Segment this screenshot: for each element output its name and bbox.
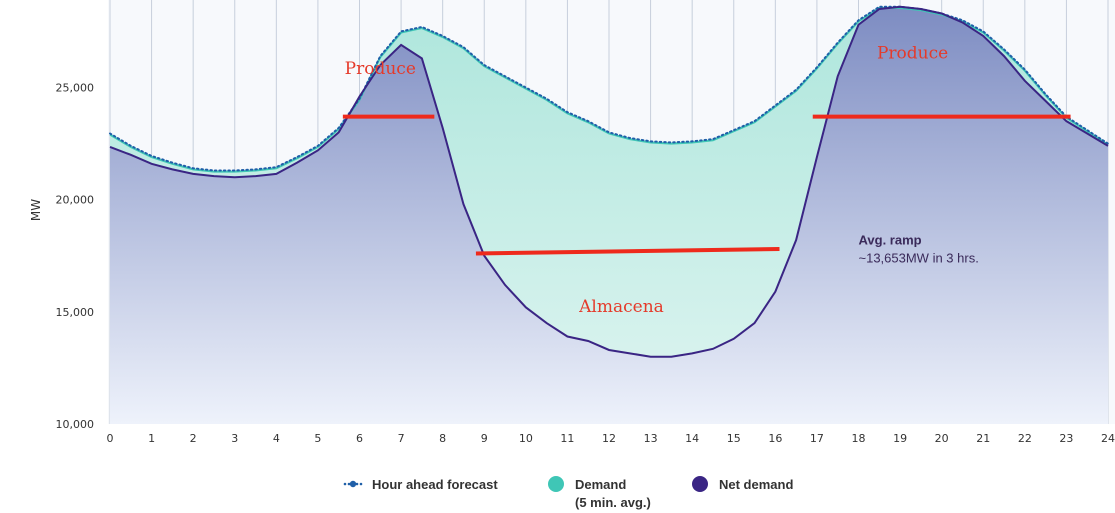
x-tick-label: 20	[935, 432, 949, 445]
net-demand-area	[110, 6, 1108, 425]
annotation-text: Produce	[877, 43, 948, 63]
x-tick-label: 1	[148, 432, 155, 445]
x-tick-label: 11	[560, 432, 574, 445]
legend-label: Demand	[575, 477, 626, 492]
x-tick-label: 6	[356, 432, 363, 445]
legend-swatch-net-demand	[692, 476, 708, 492]
x-tick-label: 2	[190, 432, 197, 445]
legend-sublabel: (5 min. avg.)	[575, 495, 651, 510]
x-tick-label: 4	[273, 432, 280, 445]
legend-label: Hour ahead forecast	[372, 477, 498, 492]
legend-label: Net demand	[719, 477, 793, 492]
annotations: Produce Produce Almacena Avg. ramp ~13,653MW…	[345, 43, 979, 316]
series-areas	[110, 6, 1108, 425]
x-tick-label: 17	[810, 432, 824, 445]
y-tick-label: 15,000	[56, 306, 95, 319]
y-tick-label: 25,000	[56, 82, 95, 95]
legend-swatch-forecast	[343, 482, 347, 486]
x-tick-label: 21	[976, 432, 990, 445]
y-tick-label: 20,000	[56, 194, 95, 207]
x-tick-label: 22	[1018, 432, 1032, 445]
x-tick-label: 9	[481, 432, 488, 445]
legend-swatch-forecast	[349, 480, 357, 488]
legend-swatch-forecast	[359, 482, 363, 486]
annotation-hline	[475, 247, 780, 256]
x-tick-label: 5	[314, 432, 321, 445]
y-tick-label: 10,000	[56, 418, 95, 431]
annotation-lines	[342, 114, 1071, 256]
x-tick-label: 13	[644, 432, 658, 445]
x-tick-label: 12	[602, 432, 616, 445]
annotation-text: Avg. ramp	[859, 233, 922, 248]
series-lines	[109, 5, 1109, 358]
y-axis-ticks: 10,000 15,000 20,000 25,000	[56, 82, 95, 431]
annotation-text: Produce	[345, 59, 416, 79]
x-tick-label: 10	[519, 432, 533, 445]
legend-swatch-forecast	[347, 482, 351, 486]
legend: Hour ahead forecast Demand (5 min. avg.) Ne…	[343, 476, 793, 510]
x-axis-ticks: 0 1 2 3 4 5 6 7 8 9 10 11 12 13 14 15 16 17 18 19 20 21 22 23 24	[107, 432, 1115, 445]
annotation-text: ~13,653MW in 3 hrs.	[859, 250, 979, 265]
x-tick-label: 0	[107, 432, 114, 445]
hour-ahead-forecast-line	[109, 5, 1109, 172]
x-tick-label: 18	[852, 432, 866, 445]
x-tick-label: 3	[231, 432, 238, 445]
annotation-text: Almacena	[578, 297, 664, 317]
demand-line	[109, 6, 1109, 173]
x-tick-label: 24	[1101, 432, 1115, 445]
x-tick-label: 23	[1059, 432, 1073, 445]
x-tick-label: 15	[727, 432, 741, 445]
x-tick-label: 14	[685, 432, 699, 445]
net-demand-line	[109, 5, 1109, 358]
x-tick-label: 7	[398, 432, 405, 445]
x-tick-label: 8	[439, 432, 446, 445]
legend-swatch-demand	[548, 476, 564, 492]
x-tick-label: 19	[893, 432, 907, 445]
legend-swatch-forecast	[355, 482, 359, 486]
y-axis-label: MW	[29, 199, 43, 221]
x-tick-label: 16	[768, 432, 782, 445]
